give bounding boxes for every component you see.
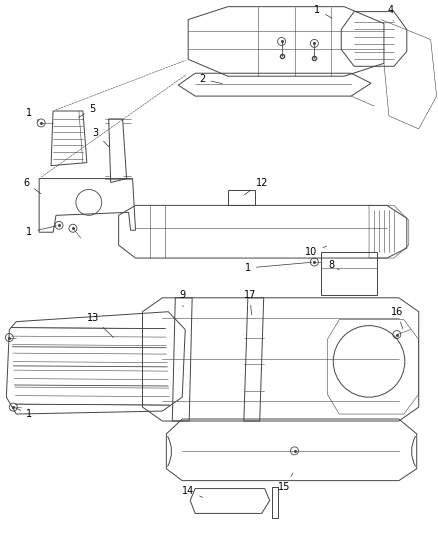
Text: 1: 1 (314, 5, 332, 18)
Text: 4: 4 (388, 5, 394, 21)
Text: 12: 12 (244, 177, 268, 195)
Text: 8: 8 (328, 260, 339, 270)
Text: 17: 17 (244, 290, 256, 315)
Text: 3: 3 (93, 128, 109, 147)
Text: 2: 2 (199, 74, 222, 84)
Text: 1: 1 (245, 262, 311, 273)
Text: 9: 9 (179, 290, 185, 307)
Text: 14: 14 (182, 486, 202, 497)
Text: 13: 13 (87, 313, 113, 337)
Text: 10: 10 (305, 246, 327, 257)
Text: 16: 16 (391, 306, 403, 329)
Text: 6: 6 (23, 177, 41, 194)
Text: 1: 1 (26, 226, 57, 237)
Text: 1: 1 (26, 108, 39, 121)
Text: 1: 1 (16, 408, 32, 419)
Text: 5: 5 (78, 104, 96, 118)
Text: 15: 15 (279, 473, 293, 491)
